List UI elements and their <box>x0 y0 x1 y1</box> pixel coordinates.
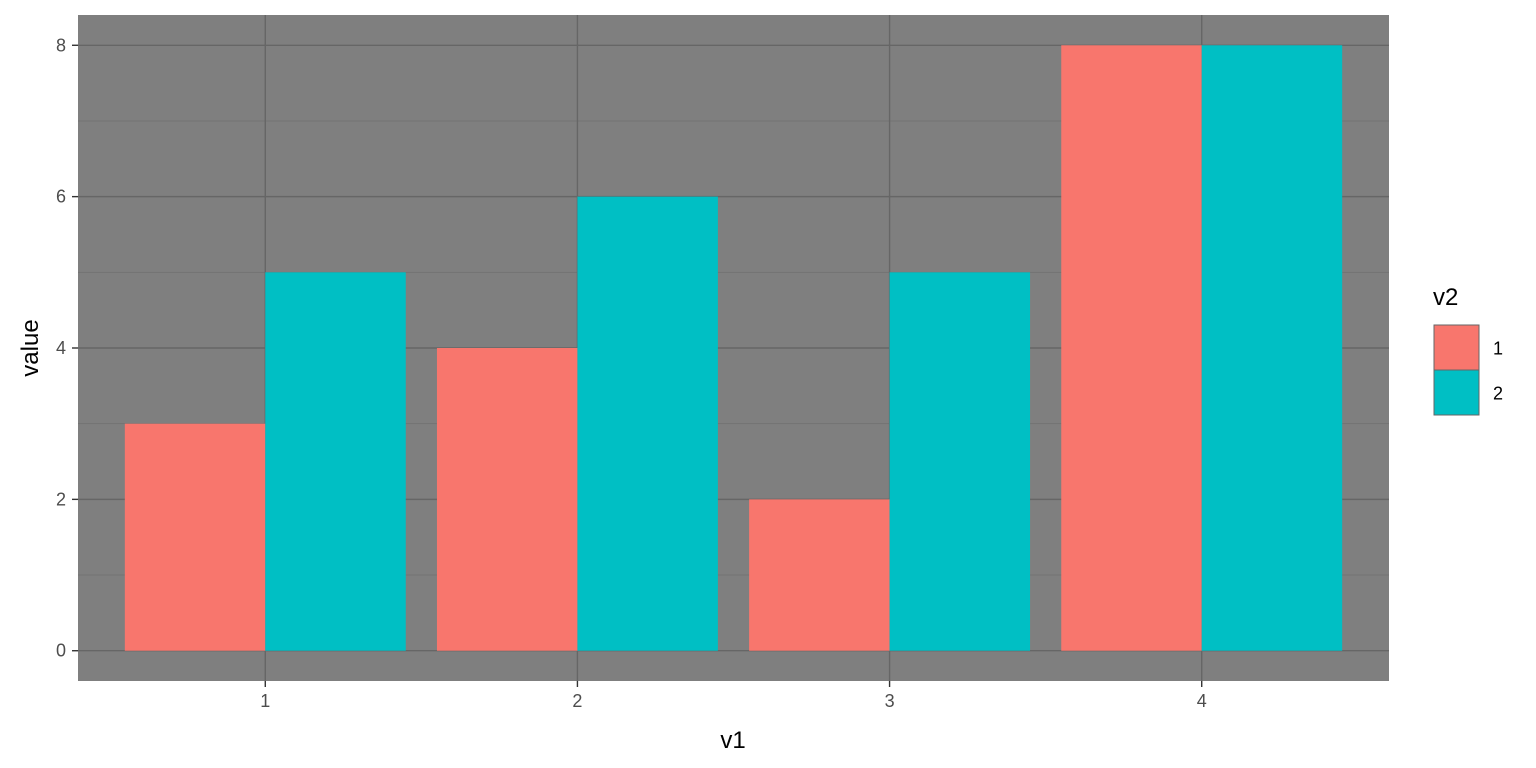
bar-cat1-series1 <box>124 423 266 651</box>
y-tick-label: 6 <box>56 187 66 207</box>
bar-cat1-series2 <box>265 272 406 651</box>
y-tick-label: 4 <box>56 338 66 358</box>
legend: v2 1 2 <box>1433 284 1503 416</box>
legend-label-1: 1 <box>1493 339 1503 359</box>
bar-cat2-series1 <box>436 348 578 651</box>
y-tick-label: 0 <box>56 641 66 661</box>
bar-cat3-series1 <box>749 499 890 651</box>
y-axis-title: value <box>17 319 44 376</box>
x-tick-label: 1 <box>260 691 270 711</box>
legend-label-2: 2 <box>1493 384 1503 404</box>
legend-key-2 <box>1433 369 1480 416</box>
legend-key-1 <box>1433 324 1480 371</box>
x-tick-label: 2 <box>572 691 582 711</box>
y-tick-label: 2 <box>56 489 66 509</box>
bar-cat3-series2 <box>889 272 1031 651</box>
x-tick-label: 4 <box>1197 691 1207 711</box>
x-tick-label: 3 <box>885 691 895 711</box>
x-axis-ticks: 1 2 3 4 <box>260 681 1207 711</box>
x-axis-title: v1 <box>720 727 745 754</box>
bar-cat4-series1 <box>1061 45 1202 651</box>
bars <box>124 45 1343 651</box>
y-tick-label: 8 <box>56 35 66 55</box>
bar-cat2-series2 <box>577 196 718 651</box>
legend-title: v2 <box>1433 284 1458 311</box>
y-axis-ticks: 0 2 4 6 8 <box>56 35 78 661</box>
bar-cat4-series2 <box>1201 45 1343 651</box>
